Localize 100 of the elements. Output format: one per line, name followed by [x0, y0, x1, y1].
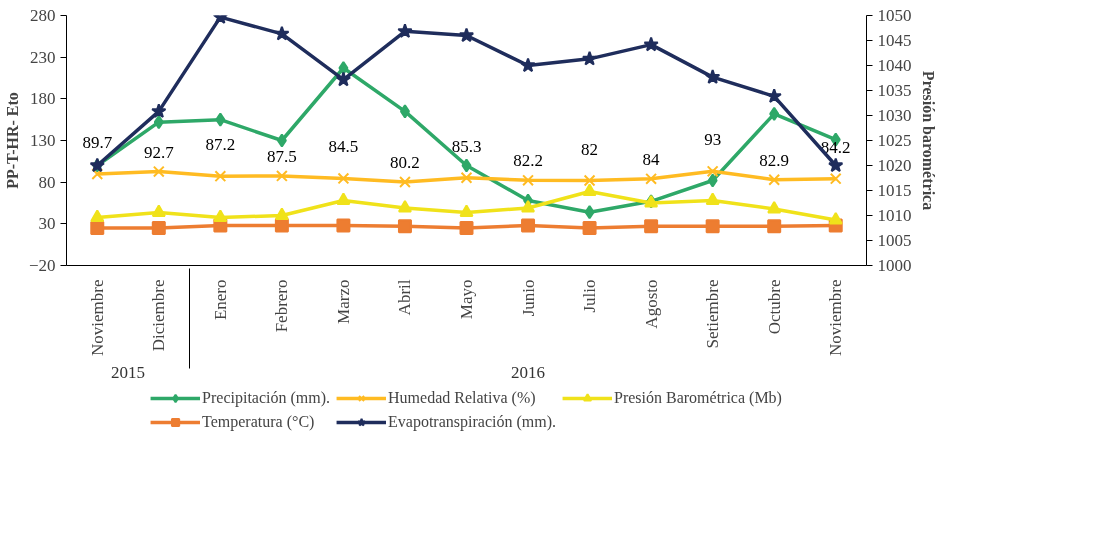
point	[461, 158, 472, 173]
x-tick-label: Octubre	[764, 279, 784, 335]
y-tick-label: 280	[30, 6, 56, 25]
y-tick-label: 230	[30, 47, 56, 67]
y2-tick-label: 1000	[877, 256, 912, 275]
x-tick-label: Mayo	[457, 279, 476, 320]
point	[90, 221, 105, 235]
x-tick-label: Setiembre	[703, 279, 723, 349]
legend-label: Humedad Relativa (%)	[388, 389, 536, 407]
point	[151, 221, 166, 235]
y2-axis-title: Presión barométrica	[919, 70, 937, 211]
point	[399, 176, 411, 188]
point	[459, 221, 474, 235]
data-label: 84	[642, 149, 661, 169]
point	[829, 172, 842, 185]
y-axis-title: PP-T-HR- Eto	[3, 92, 21, 189]
x-tick-label: Marzo	[333, 279, 353, 324]
point	[521, 218, 536, 233]
point	[768, 173, 781, 186]
point	[828, 157, 844, 173]
y2-tick-label: 1050	[877, 6, 912, 25]
data-label: 85.3	[451, 136, 482, 156]
point	[397, 23, 413, 38]
x-tick-label: Noviembre	[826, 279, 846, 356]
point	[151, 204, 166, 217]
x-tick-label: Abril	[395, 279, 415, 316]
data-label: 93	[704, 130, 722, 150]
y2-tick-label: 1005	[877, 231, 912, 250]
point	[336, 192, 351, 205]
point	[399, 104, 410, 119]
y2-tick-label: 1035	[877, 81, 912, 100]
point	[335, 71, 352, 87]
point	[90, 209, 105, 222]
point	[769, 106, 780, 121]
point	[276, 133, 287, 148]
point	[337, 172, 350, 185]
data-label: 87.5	[267, 146, 297, 166]
legend-label: Precipitación (mm).	[202, 389, 331, 407]
y2-tick-label: 1030	[877, 106, 912, 125]
point	[645, 172, 658, 185]
y2-tick-label: 1045	[877, 31, 912, 50]
point	[520, 57, 536, 73]
point	[151, 103, 167, 118]
text: 2016	[511, 362, 546, 382]
point	[91, 168, 104, 181]
point	[767, 201, 782, 214]
point	[643, 36, 659, 52]
y2-tick-label: 1015	[877, 181, 912, 200]
point	[828, 212, 843, 225]
point	[707, 173, 718, 188]
point	[336, 218, 351, 233]
x-tick-label: Julio	[580, 279, 600, 313]
data-label: 87.2	[205, 135, 236, 155]
point	[706, 165, 719, 178]
y2-tick-label: 1040	[877, 56, 912, 75]
y-tick-label: 180	[30, 89, 56, 109]
legend-label: Temperatura (°C)	[202, 413, 315, 431]
point	[274, 207, 289, 220]
point	[213, 209, 228, 222]
point	[153, 115, 164, 130]
x-tick-label: Diciembre	[149, 279, 169, 352]
data-label: 84.5	[328, 137, 359, 157]
point	[275, 169, 288, 182]
point	[766, 88, 782, 103]
x-tick-label: Noviembre	[87, 279, 107, 356]
data-label: 92.7	[143, 142, 175, 162]
point	[459, 204, 474, 217]
point	[458, 27, 475, 43]
point	[274, 25, 290, 41]
y-tick-label: 130	[30, 131, 56, 150]
point	[522, 174, 534, 187]
x-tick-label: Junio	[518, 279, 538, 317]
point	[521, 200, 536, 213]
point	[767, 219, 782, 234]
data-label: 80.2	[390, 153, 420, 172]
y-tick-label: −20	[28, 256, 56, 275]
point	[705, 219, 720, 234]
point	[581, 50, 598, 66]
y2-tick-label: 1010	[877, 206, 912, 225]
point	[583, 174, 596, 187]
point	[705, 192, 720, 205]
point	[582, 183, 597, 196]
text: 2015	[111, 362, 146, 382]
point	[644, 219, 659, 234]
y-tick-label: 80	[38, 172, 56, 192]
y-tick-label: 30	[38, 214, 56, 234]
point	[460, 171, 473, 184]
point	[152, 165, 165, 178]
point	[215, 112, 226, 127]
x-tick-label: Enero	[210, 279, 230, 321]
data-label: 82.9	[759, 150, 790, 170]
point	[274, 218, 289, 233]
point	[338, 61, 349, 75]
y2-tick-label: 1025	[877, 131, 912, 150]
legend-label: Presión Barométrica (Mb)	[613, 389, 782, 407]
data-label: 82.2	[513, 151, 543, 171]
data-label: 82	[581, 139, 599, 159]
x-tick-label: Febrero	[272, 279, 292, 333]
point	[584, 205, 595, 220]
y2-tick-label: 1020	[877, 156, 912, 175]
